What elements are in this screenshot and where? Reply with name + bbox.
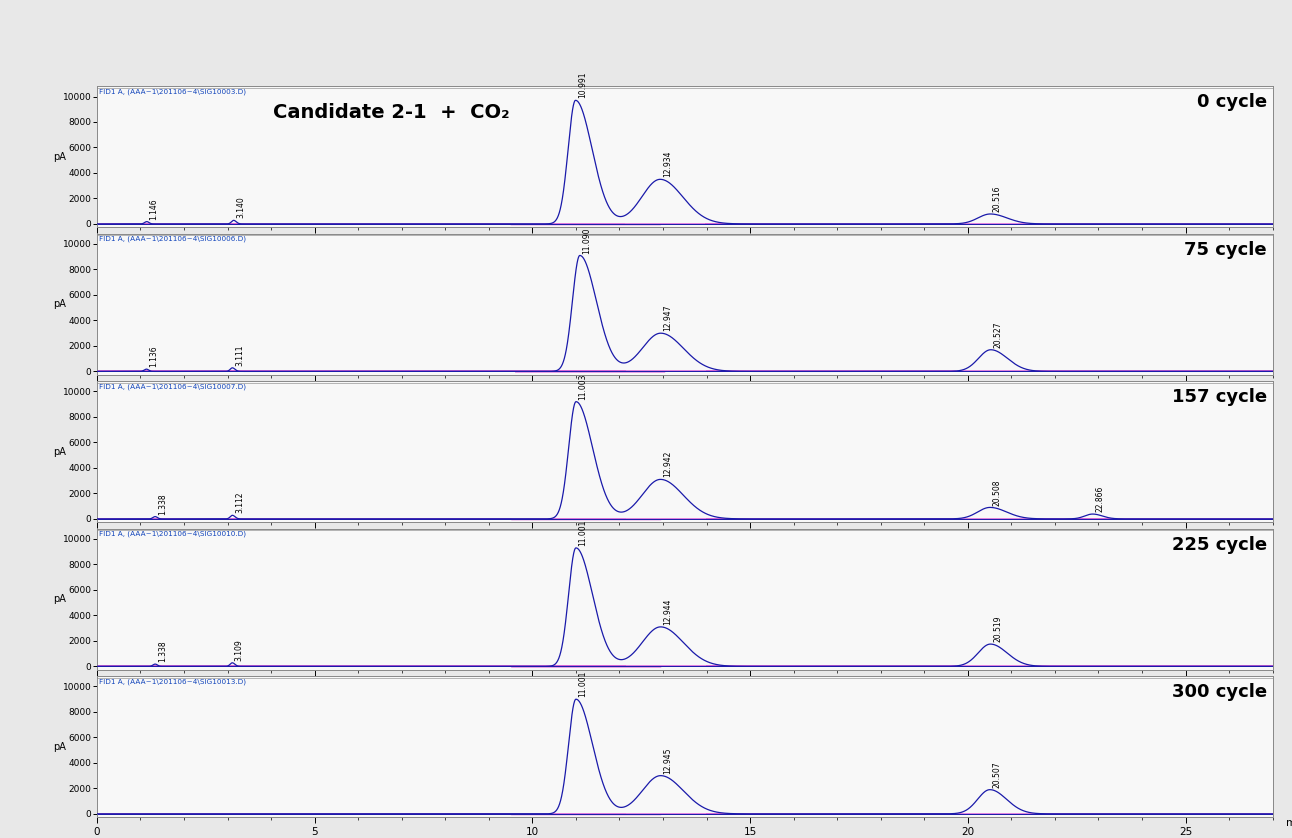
Text: Candidate 2-1  +  CO₂: Candidate 2-1 + CO₂ — [273, 103, 509, 122]
Text: 20.527: 20.527 — [994, 321, 1003, 348]
Text: 12.945: 12.945 — [663, 747, 672, 773]
Text: 1.146: 1.146 — [150, 198, 159, 220]
Text: 20.507: 20.507 — [992, 761, 1001, 788]
Text: FID1 A, (AAA~1\201106~4\SIG10003.D): FID1 A, (AAA~1\201106~4\SIG10003.D) — [99, 89, 247, 95]
Text: 3.112: 3.112 — [235, 492, 244, 514]
Text: 157 cycle: 157 cycle — [1172, 388, 1266, 406]
Text: 1.136: 1.136 — [149, 345, 158, 367]
Text: 1.338: 1.338 — [158, 493, 167, 515]
Text: 0 cycle: 0 cycle — [1196, 93, 1266, 111]
Text: 3.109: 3.109 — [235, 639, 244, 661]
Text: 11.090: 11.090 — [583, 227, 592, 254]
Text: 20.519: 20.519 — [994, 616, 1003, 642]
Text: FID1 A, (AAA~1\201106~4\SIG10010.D): FID1 A, (AAA~1\201106~4\SIG10010.D) — [99, 531, 247, 537]
Y-axis label: pA: pA — [53, 299, 66, 309]
Text: 3.140: 3.140 — [236, 197, 245, 219]
Y-axis label: pA: pA — [53, 152, 66, 162]
Text: 11.003: 11.003 — [579, 373, 588, 400]
Text: 3.111: 3.111 — [235, 344, 244, 366]
Text: 11.001: 11.001 — [579, 671, 588, 697]
Text: FID1 A, (AAA~1\201106~4\SIG10013.D): FID1 A, (AAA~1\201106~4\SIG10013.D) — [99, 679, 247, 685]
Y-axis label: pA: pA — [53, 594, 66, 604]
Text: 11.001: 11.001 — [579, 520, 588, 546]
Text: FID1 A, (AAA~1\201106~4\SIG10007.D): FID1 A, (AAA~1\201106~4\SIG10007.D) — [99, 384, 247, 390]
Y-axis label: pA: pA — [53, 447, 66, 457]
Text: 12.947: 12.947 — [663, 305, 672, 331]
Text: 20.516: 20.516 — [992, 185, 1001, 212]
Text: 20.508: 20.508 — [992, 479, 1001, 505]
Text: 10.991: 10.991 — [578, 72, 587, 98]
Text: 12.934: 12.934 — [663, 151, 672, 178]
Text: min: min — [1286, 819, 1292, 828]
Y-axis label: pA: pA — [53, 742, 66, 752]
Text: 1.338: 1.338 — [158, 640, 167, 662]
Text: FID1 A, (AAA~1\201106~4\SIG10006.D): FID1 A, (AAA~1\201106~4\SIG10006.D) — [99, 236, 247, 242]
Text: 12.942: 12.942 — [663, 451, 672, 478]
Text: 12.944: 12.944 — [663, 598, 672, 625]
Text: 300 cycle: 300 cycle — [1172, 683, 1266, 701]
Text: 75 cycle: 75 cycle — [1183, 241, 1266, 259]
Text: 22.866: 22.866 — [1096, 486, 1105, 512]
Text: 225 cycle: 225 cycle — [1172, 535, 1266, 554]
